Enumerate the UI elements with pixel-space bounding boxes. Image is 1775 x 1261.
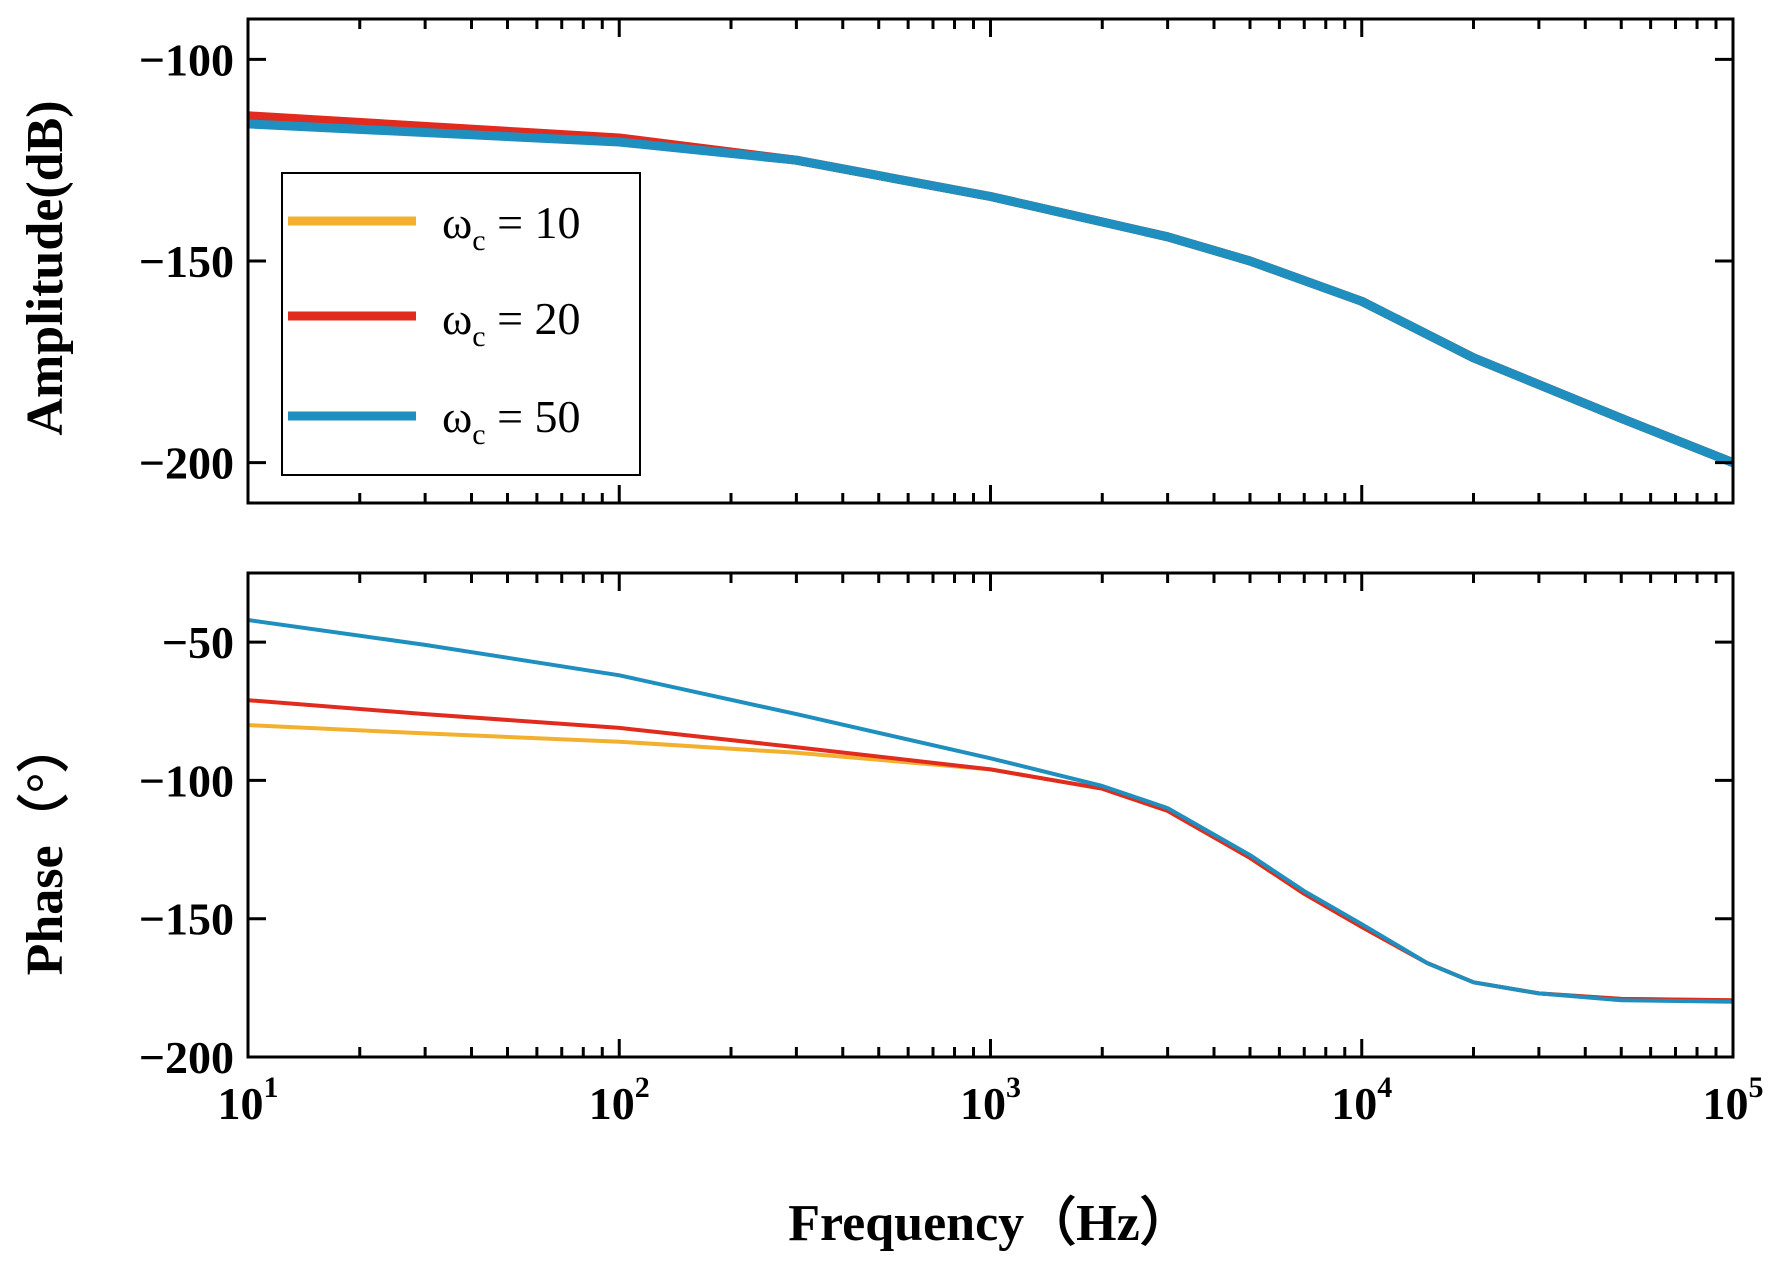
legend-eq-wc20: = 20 <box>486 293 581 344</box>
phase-axes-frame <box>246 571 1735 1059</box>
legend-label-wc50: ωc = 50 <box>442 391 581 451</box>
amplitude-ylabel: Amplitude(dB) <box>17 100 74 435</box>
legend-eq-wc10: = 10 <box>486 197 581 248</box>
legend-label-wc20: ωc = 20 <box>442 293 581 353</box>
legend-eq-wc50: = 50 <box>486 391 581 442</box>
xtick-label: 103 <box>960 1071 1021 1129</box>
legend-omega-wc20: ω <box>442 293 472 344</box>
xtick-label: 101 <box>218 1071 279 1129</box>
legend: ωc = 10 ωc = 20 ωc = 50 <box>281 172 641 476</box>
phase-line-series-2 <box>247 698 1734 1003</box>
amplitude-panel: −100−150−200 Amplitude(dB) ωc = 10 ωc = … <box>17 17 1735 505</box>
phase-line-series-1 <box>247 723 1734 1003</box>
xtick-label: 105 <box>1703 1071 1764 1129</box>
phase-ytick-label: −200 <box>139 1032 234 1083</box>
phase-ytick-label: −100 <box>139 755 234 806</box>
phase-ytick-label: −150 <box>139 894 234 945</box>
legend-omega-wc10: ω <box>442 197 472 248</box>
amplitude-ticks: −100 −150 −200 <box>139 19 1735 503</box>
amplitude-series-group <box>247 111 1735 467</box>
xtick-label: 102 <box>589 1071 650 1129</box>
phase-line-series-3 <box>247 618 1734 1004</box>
legend-sub-wc20: c <box>472 320 485 353</box>
amplitude-ytick-label: −100 <box>139 34 234 85</box>
frequency-xlabel: Frequency（Hz） <box>788 1194 1191 1252</box>
legend-omega-wc50: ω <box>442 391 472 442</box>
xtick-label: 104 <box>1331 1071 1392 1129</box>
amplitude-line-series-3 <box>247 119 1735 467</box>
phase-ytick-label: −50 <box>162 617 234 668</box>
legend-sub-wc50: c <box>472 418 485 451</box>
phase-series-group <box>247 618 1734 1004</box>
legend-sub-wc10: c <box>472 224 485 257</box>
amplitude-ytick-label: −200 <box>139 438 234 489</box>
amplitude-ytick-label: −150 <box>139 236 234 287</box>
legend-label-wc10: ωc = 10 <box>442 197 581 257</box>
phase-ylabel: Phase（°） <box>16 721 74 976</box>
